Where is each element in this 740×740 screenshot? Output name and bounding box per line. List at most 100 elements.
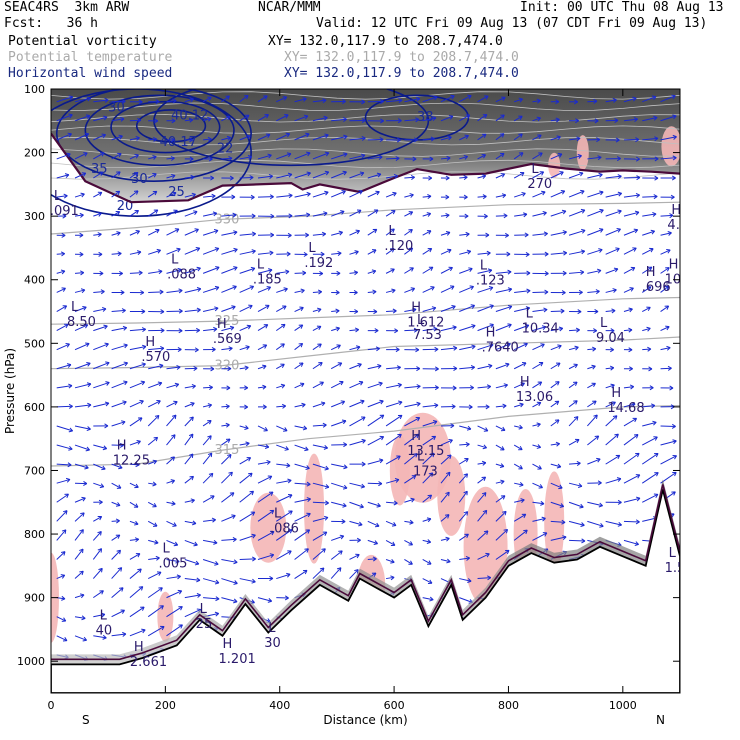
wind-vector-head	[544, 271, 549, 277]
x-axis-title: Distance (km)	[323, 713, 407, 727]
wind-vector	[129, 154, 139, 160]
wind-vector-head	[264, 114, 269, 119]
wind-vector	[147, 626, 165, 637]
wind-vector-head	[396, 365, 401, 371]
wind-vector	[440, 558, 451, 563]
wind-vector-head	[281, 403, 287, 409]
wind-vector	[605, 433, 619, 446]
wind-vector-head	[666, 345, 671, 351]
wind-vector-head	[141, 362, 146, 368]
wind-vector	[56, 493, 69, 503]
wind-vector-head	[379, 399, 384, 405]
wind-vector	[257, 475, 272, 484]
wind-vector-head	[356, 209, 362, 214]
wind-vector-head	[615, 137, 620, 143]
wind-vector	[568, 400, 578, 408]
wind-vector-head	[428, 175, 433, 181]
wind-vector	[605, 192, 622, 198]
wind-vector	[331, 135, 348, 141]
wind-vector-head	[573, 416, 579, 421]
wind-vector-head	[357, 362, 362, 368]
wind-vector-head	[573, 99, 578, 105]
wind-vector-head	[280, 363, 285, 368]
wind-vector	[550, 119, 560, 122]
wind-vector	[422, 435, 436, 446]
wind-vector-head	[519, 402, 524, 408]
wind-vector	[312, 99, 327, 103]
wind-vector	[349, 251, 359, 255]
wind-vector-head	[82, 636, 88, 642]
wind-vector-head	[374, 522, 380, 528]
wind-vector	[56, 529, 67, 541]
wind-vector-head	[594, 118, 599, 124]
tropopause-line	[51, 132, 680, 204]
wind-vector-head	[355, 553, 360, 559]
wind-vector-head	[98, 251, 103, 257]
wind-vector	[331, 118, 347, 122]
wind-vector	[422, 578, 433, 584]
wind-vector-head	[120, 116, 125, 122]
wind-vector	[587, 365, 596, 370]
wind-vector	[166, 539, 178, 546]
wind-vector-head	[102, 634, 107, 640]
wind-vector-head	[482, 194, 487, 200]
wind-vector	[422, 597, 434, 601]
wind-vector	[74, 425, 91, 430]
wind-vector-head	[575, 438, 580, 444]
wind-vector-head	[61, 287, 66, 292]
wind-vector-head	[302, 425, 308, 431]
wind-vector	[276, 194, 293, 198]
wind-vector-head	[432, 116, 437, 121]
wind-vector	[642, 137, 658, 141]
wind-vector	[129, 363, 146, 370]
wind-vector	[111, 344, 128, 351]
wind-vector-head	[488, 363, 493, 369]
wind-vector-head	[501, 96, 506, 101]
wind-vector	[129, 463, 140, 466]
wind-vector	[184, 385, 196, 389]
wind-vector-head	[561, 519, 566, 525]
wind-vector	[568, 381, 578, 389]
wind-vector	[239, 472, 253, 484]
wind-vector	[294, 498, 311, 503]
wind-vector	[276, 173, 292, 179]
wind-vector-head	[229, 325, 235, 331]
wind-vector	[56, 343, 70, 351]
wind-vector-head	[665, 325, 670, 331]
wind-vector-head	[361, 438, 366, 444]
wind-vector	[74, 529, 84, 541]
wind-vector	[422, 420, 438, 427]
wind-vector-head	[354, 250, 359, 255]
wind-vector-head	[306, 481, 311, 487]
wind-vector	[93, 362, 110, 370]
wind-vector	[623, 267, 636, 274]
wind-vector-head	[557, 344, 562, 350]
wind-vector	[129, 606, 145, 618]
wind-vector-head	[391, 210, 396, 215]
wind-vector	[312, 402, 326, 408]
wind-vector-head	[262, 384, 267, 390]
wind-vector-head	[408, 211, 414, 216]
wind-vector	[404, 329, 418, 332]
wind-vector	[642, 421, 657, 427]
wind-vector	[642, 96, 657, 103]
wind-vector-head	[573, 400, 578, 405]
wind-vector-head	[671, 175, 676, 181]
extremum-value: 13.15	[407, 444, 444, 459]
wind-vector-head	[207, 136, 212, 142]
wind-vector-head	[593, 328, 598, 334]
wind-vector-head	[98, 567, 103, 573]
wind-vector-head	[410, 175, 415, 180]
wind-vector	[312, 134, 329, 141]
wind-vector-head	[100, 152, 105, 157]
wind-vector-head	[177, 267, 182, 273]
wind-vector-head	[153, 136, 158, 142]
extremum-value: 270	[527, 177, 552, 192]
wind-vector	[312, 463, 329, 470]
wind-vector-head	[188, 453, 194, 459]
wind-vector-head	[483, 427, 489, 432]
wind-vector-head	[337, 251, 342, 256]
y-tick-label: 500	[24, 337, 45, 350]
wind-vector-head	[190, 174, 195, 180]
